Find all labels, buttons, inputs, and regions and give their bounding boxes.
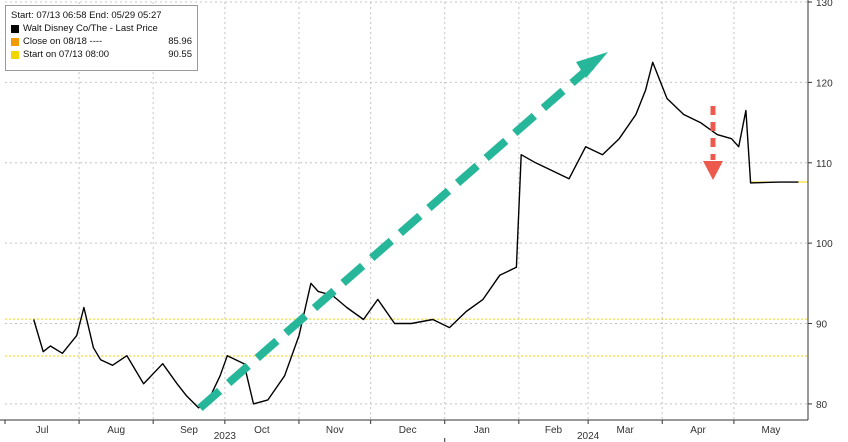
legend-swatch-price: [11, 24, 19, 33]
x-tick-label-apr: Apr: [690, 425, 706, 436]
legend-label-close: Close on 08/18 ----: [23, 36, 103, 47]
y-tick-label-90: 90: [816, 320, 828, 331]
uptrend-arrow-head: [576, 52, 608, 78]
legend-label-start: Start on 07/13 08:00: [23, 49, 110, 60]
uptrend-arrow-shaft: [197, 58, 599, 412]
legend-swatch-start: [11, 50, 19, 59]
trend-arrows: [197, 52, 723, 412]
reference-lines: [5, 181, 808, 357]
x-tick-label-jul: Jul: [36, 425, 49, 436]
chart-legend: Start: 07/13 06:58 End: 05/29 05:27 Walt…: [5, 5, 198, 71]
series-line-0: [33, 61, 799, 409]
x-tick-label-sep: Sep: [180, 425, 198, 436]
y-tick-label-80: 80: [816, 400, 828, 411]
y-tick-label-130: 130: [816, 0, 833, 9]
x-tick-label-may: May: [762, 425, 781, 436]
legend-date-range: Start: 07/13 06:58 End: 05/29 05:27: [11, 10, 162, 21]
x-tick-label-dec: Dec: [399, 425, 417, 436]
x-tick-label-oct: Oct: [254, 425, 270, 436]
legend-label-price: Walt Disney Co/The - Last Price: [23, 23, 158, 34]
legend-value-start: 90.55: [168, 49, 192, 60]
year-label-2024: 2024: [577, 431, 600, 442]
legend-item-start: Start on 07/13 08:00 90.55: [11, 48, 192, 61]
y-tick-label-120: 120: [816, 78, 833, 89]
x-tick-label-aug: Aug: [107, 425, 125, 436]
x-tick-label-nov: Nov: [326, 425, 344, 436]
y-tick-label-100: 100: [816, 239, 833, 250]
y-tick-label-110: 110: [816, 159, 832, 170]
legend-item-close: Close on 08/18 ---- 85.96: [11, 35, 192, 48]
legend-swatch-close: [11, 37, 19, 46]
price-series: [33, 61, 799, 409]
year-label-2023: 2023: [214, 431, 237, 442]
legend-value-close: 85.96: [168, 36, 192, 47]
x-tick-label-feb: Feb: [545, 425, 563, 436]
x-tick-label-mar: Mar: [617, 425, 635, 436]
legend-item-price: Walt Disney Co/The - Last Price: [11, 22, 192, 35]
x-tick-label-jan: Jan: [474, 425, 490, 436]
downtrend-arrow-head: [703, 161, 723, 180]
